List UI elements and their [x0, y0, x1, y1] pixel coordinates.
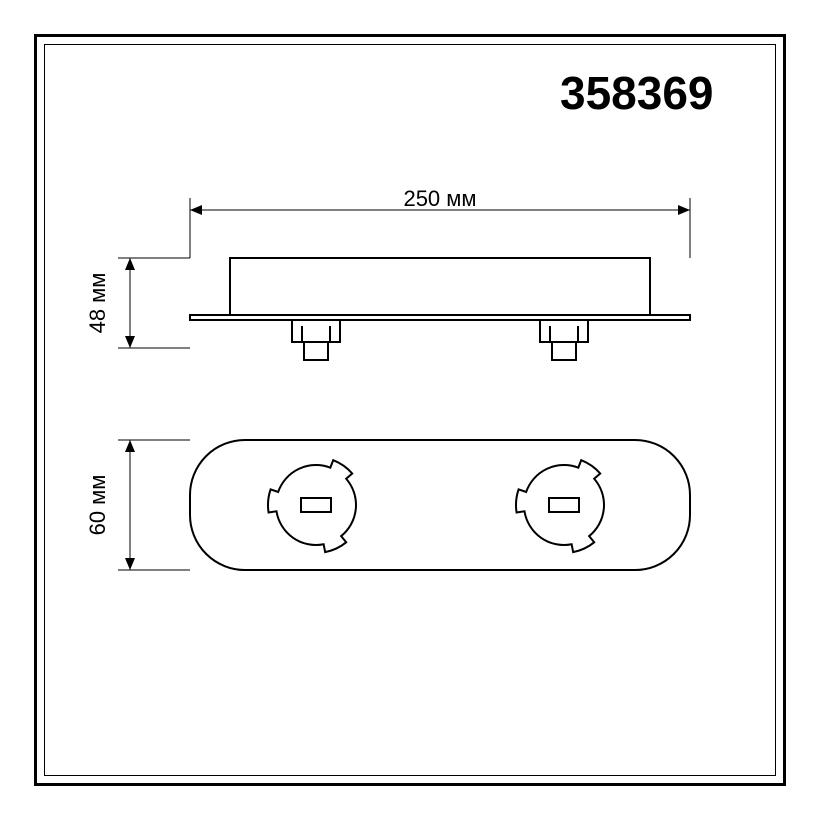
technical-drawing: [0, 0, 820, 820]
